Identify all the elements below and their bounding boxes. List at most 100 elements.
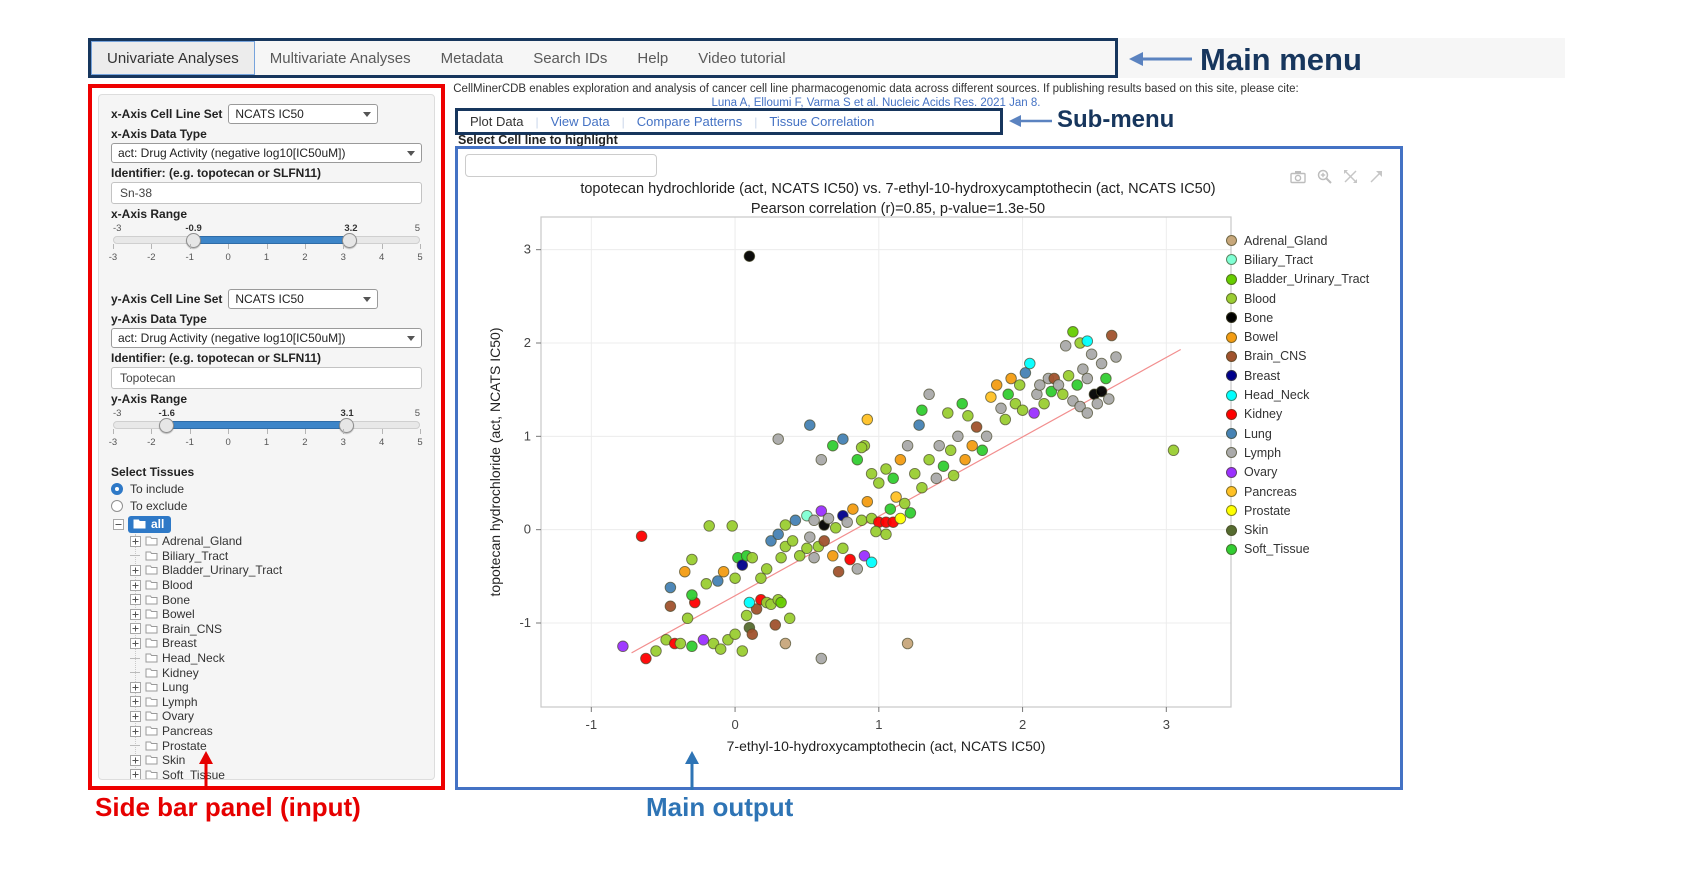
citation-link[interactable]: Luna A, Elloumi F, Varma S et al. Nuclei…	[711, 97, 1041, 109]
x-axis-range-slider[interactable]: -3 -0.9 3.2 5 -3 -2 -1 0 1 2 3 4 5	[109, 223, 423, 269]
tissue-tree-item-kidney[interactable]: Kidney	[130, 665, 422, 680]
expand-icon[interactable]	[130, 623, 141, 635]
folder-icon	[145, 624, 158, 634]
menu-item-multivariate-analyses[interactable]: Multivariate Analyses	[269, 49, 411, 67]
legend-item-biliary_tract[interactable]: Biliary_Tract	[1226, 250, 1369, 269]
tissues-exclude-radio[interactable]: To exclude	[111, 499, 422, 513]
reset-axes-icon[interactable]	[1369, 169, 1384, 184]
folder-icon	[145, 711, 158, 721]
x-axis-identifier-input[interactable]	[111, 182, 422, 204]
scatter-plot[interactable]: -1 0 1 2 3 -1 0 1 2 3 7-ethyl-10-hydroxycamptothec…	[486, 207, 1256, 764]
legend-item-bowel[interactable]: Bowel	[1226, 327, 1369, 346]
legend-item-kidney[interactable]: Kidney	[1226, 405, 1369, 424]
autoscale-icon[interactable]	[1343, 169, 1358, 184]
tissue-tree-item-brain_cns[interactable]: Brain_CNS	[130, 622, 422, 637]
expand-icon[interactable]	[130, 754, 141, 766]
y-axis-identifier-input[interactable]	[111, 367, 422, 389]
tissue-tree-item-bladder_urinary_tract[interactable]: Bladder_Urinary_Tract	[130, 563, 422, 578]
expand-icon[interactable]	[130, 681, 141, 693]
legend-item-soft_tissue[interactable]: Soft_Tissue	[1226, 540, 1369, 559]
tissue-tree-item-prostate[interactable]: Prostate	[130, 738, 422, 753]
expand-icon[interactable]	[130, 710, 141, 722]
sub-menu-item-plot-data[interactable]: Plot Data	[470, 114, 524, 129]
camera-icon[interactable]	[1290, 170, 1306, 184]
tissue-tree-item-bowel[interactable]: Bowel	[130, 607, 422, 622]
folder-icon	[145, 682, 158, 692]
legend-item-prostate[interactable]: Prostate	[1226, 501, 1369, 520]
y-range-high-handle[interactable]	[338, 418, 354, 433]
tissue-tree-item-skin[interactable]: Skin	[130, 753, 422, 768]
y-range-low-handle[interactable]	[159, 418, 175, 433]
tissue-tree-item-soft_tissue[interactable]: Soft_Tissue	[130, 768, 422, 780]
expand-icon[interactable]	[130, 594, 141, 606]
tissue-tree-item-ovary[interactable]: Ovary	[130, 709, 422, 724]
menu-item-help[interactable]: Help	[637, 49, 669, 67]
legend-item-bladder_urinary_tract[interactable]: Bladder_Urinary_Tract	[1226, 270, 1369, 289]
legend-color-dot	[1226, 543, 1237, 555]
legend-item-breast[interactable]: Breast	[1226, 366, 1369, 385]
tissue-tree-item-lung[interactable]: Lung	[130, 680, 422, 695]
tissue-tree-item-blood[interactable]: Blood	[130, 578, 422, 593]
tissue-tree-item-label: Lung	[162, 680, 189, 695]
x-range-tickmark	[420, 244, 421, 249]
y-range-track[interactable]	[113, 418, 420, 433]
legend-color-dot	[1226, 389, 1237, 401]
tissue-tree-item-head_neck[interactable]: Head_Neck	[130, 651, 422, 666]
sub-menu-item-compare-patterns[interactable]: Compare Patterns	[636, 114, 743, 129]
legend-item-head_neck[interactable]: Head_Neck	[1226, 385, 1369, 404]
tissues-include-radio[interactable]: To include	[111, 482, 422, 496]
expand-icon[interactable]	[130, 608, 141, 620]
tissue-tree-item-bone[interactable]: Bone	[130, 592, 422, 607]
x-range-tickmark	[228, 244, 230, 249]
tissue-tree-item-label: Kidney	[162, 665, 199, 680]
expand-icon[interactable]	[130, 725, 141, 737]
tissue-tree-item-adrenal_gland[interactable]: Adrenal_Gland	[130, 534, 422, 549]
legend-color-dot	[1226, 312, 1237, 324]
leaf-connector-icon	[130, 657, 140, 659]
y-axis-cell-line-set-select[interactable]: NCATS IC50	[228, 289, 379, 309]
legend-item-bone[interactable]: Bone	[1226, 308, 1369, 327]
expand-icon[interactable]	[130, 564, 141, 576]
y-axis-range-slider[interactable]: -3 -1.6 3.1 5 -3 -2 -1 0 1 2 3 4 5	[109, 408, 423, 454]
sub-menu-item-view-data[interactable]: View Data	[550, 114, 610, 129]
legend-item-lymph[interactable]: Lymph	[1226, 443, 1369, 462]
tissue-tree-item-pancreas[interactable]: Pancreas	[130, 724, 422, 739]
menu-item-univariate-analyses[interactable]: Univariate Analyses	[91, 41, 255, 75]
x-range-track[interactable]	[113, 233, 420, 248]
expand-icon[interactable]	[130, 769, 141, 780]
x-axis-data-type-select[interactable]: act: Drug Activity (negative log10[IC50u…	[111, 143, 422, 163]
expand-icon[interactable]	[130, 535, 141, 547]
menu-item-video-tutorial[interactable]: Video tutorial	[698, 49, 786, 67]
tissue-tree-root-chip[interactable]: all	[128, 516, 172, 533]
x-range-high-handle[interactable]	[342, 233, 358, 248]
legend-item-skin[interactable]: Skin	[1226, 520, 1369, 539]
y-axis-data-type-select[interactable]: act: Drug Activity (negative log10[IC50u…	[111, 328, 422, 348]
legend-item-brain_cns[interactable]: Brain_CNS	[1226, 347, 1369, 366]
main-output-annotation-arrow	[685, 751, 699, 790]
expand-icon[interactable]	[130, 579, 141, 591]
sub-menu-item-tissue-correlation[interactable]: Tissue Correlation	[769, 114, 875, 129]
menu-item-search-ids[interactable]: Search IDs	[533, 49, 608, 67]
zoom-in-icon[interactable]	[1317, 169, 1332, 184]
expand-icon[interactable]	[130, 637, 141, 649]
legend-item-adrenal_gland[interactable]: Adrenal_Gland	[1226, 231, 1369, 250]
expand-icon[interactable]	[130, 696, 141, 708]
y-range-tickmark	[381, 429, 383, 434]
legend-item-label: Ovary	[1244, 465, 1278, 480]
legend-item-ovary[interactable]: Ovary	[1226, 463, 1369, 482]
sub-menu: Plot Data | View Data | Compare Patterns | Tis…	[455, 108, 1003, 135]
legend-color-dot	[1226, 370, 1237, 382]
highlight-cell-line-input[interactable]	[465, 154, 657, 177]
collapse-icon[interactable]	[113, 519, 124, 530]
tissue-tree-root[interactable]: all	[113, 516, 422, 533]
tissue-tree-item-biliary_tract[interactable]: Biliary_Tract	[130, 549, 422, 564]
x-axis-cell-line-set-select[interactable]: NCATS IC50	[228, 104, 379, 124]
legend-item-lung[interactable]: Lung	[1226, 424, 1369, 443]
legend-item-blood[interactable]: Blood	[1226, 289, 1369, 308]
menu-item-metadata[interactable]: Metadata	[440, 49, 504, 67]
tissue-tree-item-breast[interactable]: Breast	[130, 636, 422, 651]
tissue-tree-item-lymph[interactable]: Lymph	[130, 695, 422, 710]
submenu-separator: |	[621, 114, 625, 129]
legend-item-pancreas[interactable]: Pancreas	[1226, 482, 1369, 501]
legend-color-dot	[1226, 466, 1237, 478]
